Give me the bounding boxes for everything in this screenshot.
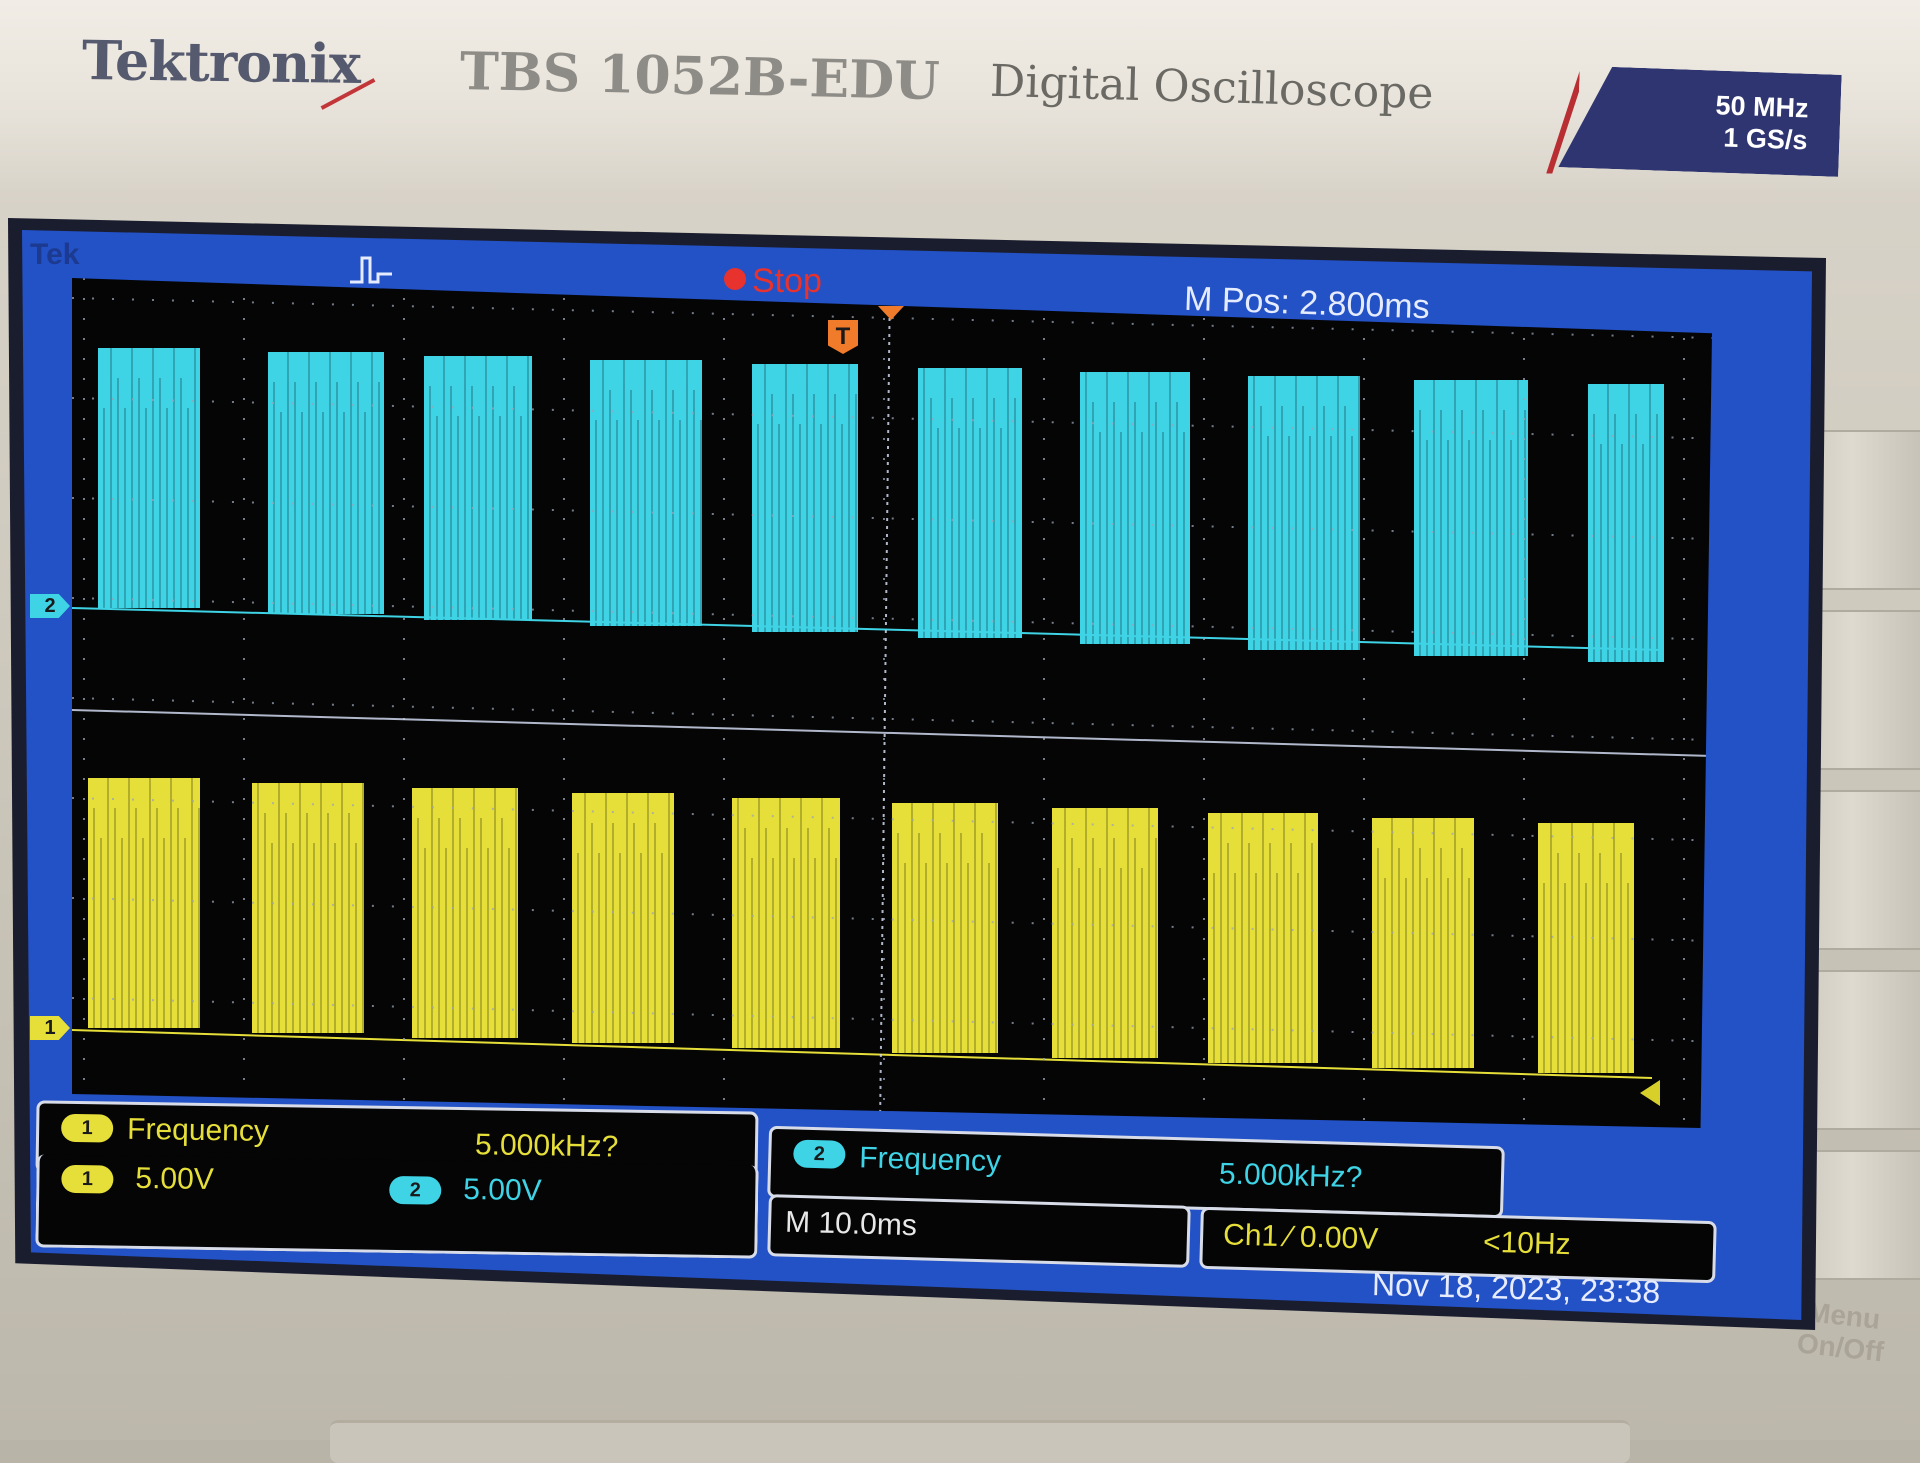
ch2-burst (590, 360, 702, 626)
ch1-scale-chip: 1 (61, 1164, 114, 1194)
ch1-burst (892, 803, 998, 1053)
center-horizontal-axis (72, 709, 1712, 757)
waveform-graticule (72, 278, 1712, 1128)
spec-badge-text: 50 MHz 1 GS/s (1667, 88, 1809, 157)
trigger-frequency: <10Hz (1482, 1225, 1572, 1262)
graticule-horizontal (72, 797, 1712, 842)
model-name: TBS 1052B-EDU (459, 40, 941, 113)
measurement-ch1-value: 5.000kHz? (474, 1128, 619, 1164)
ch2-burst (1080, 372, 1190, 644)
timebase-panel[interactable]: M 10.0ms (767, 1194, 1191, 1268)
side-menu-button-4[interactable] (1800, 970, 1920, 1130)
ch2-burst (1248, 376, 1360, 650)
ch2-burst (918, 368, 1022, 638)
waveform-display (72, 278, 1712, 1128)
ch1-burst (732, 798, 840, 1048)
trigger-position-arrow-icon (878, 306, 904, 320)
ch2-volts-per-div: 5.00V (463, 1173, 542, 1208)
timebase-value: M 10.0ms (784, 1205, 918, 1243)
ch1-burst (412, 788, 518, 1038)
pulse-trigger-icon (350, 256, 392, 284)
ch1-burst (88, 778, 200, 1028)
ch1-burst (1538, 823, 1634, 1073)
ch1-burst (1052, 808, 1158, 1058)
tek-logo: Tek (30, 238, 80, 271)
ch1-volts-per-div: 5.00V (135, 1161, 215, 1197)
ch2-burst (1588, 384, 1664, 662)
ch2-burst (1414, 380, 1528, 656)
measurement-ch2-value: 5.000kHz? (1218, 1157, 1363, 1195)
ch2-scale-chip: 2 (389, 1175, 442, 1205)
ch1-burst (1372, 818, 1474, 1068)
trigger-level-marker-icon (1640, 1080, 1660, 1106)
sample-rate-label: 1 GS/s (1722, 122, 1808, 156)
measurement-ch1-label: Frequency (126, 1112, 270, 1148)
graticule-horizontal (72, 397, 1712, 440)
ch1-burst (572, 793, 674, 1043)
measurement-ch2-chip: 2 (792, 1139, 846, 1169)
bandwidth-label: 50 MHz (1715, 90, 1810, 124)
stop-indicator-icon (724, 268, 746, 290)
ch1-burst (252, 783, 364, 1033)
graticule-horizontal (72, 497, 1712, 540)
brand-logo: Tektronix (81, 28, 361, 96)
ch2-burst (98, 348, 200, 608)
ch2-baseline (72, 607, 1663, 651)
side-menu-button-5[interactable] (1800, 1150, 1920, 1280)
ch1-burst (1208, 813, 1318, 1063)
measurement-ch2-label: Frequency (858, 1141, 1002, 1179)
graticule-horizontal (72, 997, 1712, 1043)
measurement-ch1-chip: 1 (60, 1113, 114, 1143)
ch2-burst (752, 364, 858, 632)
ch2-burst (424, 356, 532, 620)
trigger-source-level: Ch1 ∕ 0.00V (1222, 1218, 1379, 1256)
graticule-horizontal (72, 597, 1712, 641)
graticule-horizontal (72, 697, 1712, 741)
center-vertical-axis (879, 278, 891, 1128)
ch1-baseline (72, 1029, 1653, 1079)
vertical-scale-panel[interactable]: 1 5.00V 2 5.00V (35, 1154, 759, 1259)
ch2-burst (268, 352, 384, 614)
graticule-horizontal (72, 897, 1712, 942)
run-state: Stop (752, 262, 822, 300)
bottom-ledge (330, 1420, 1630, 1463)
